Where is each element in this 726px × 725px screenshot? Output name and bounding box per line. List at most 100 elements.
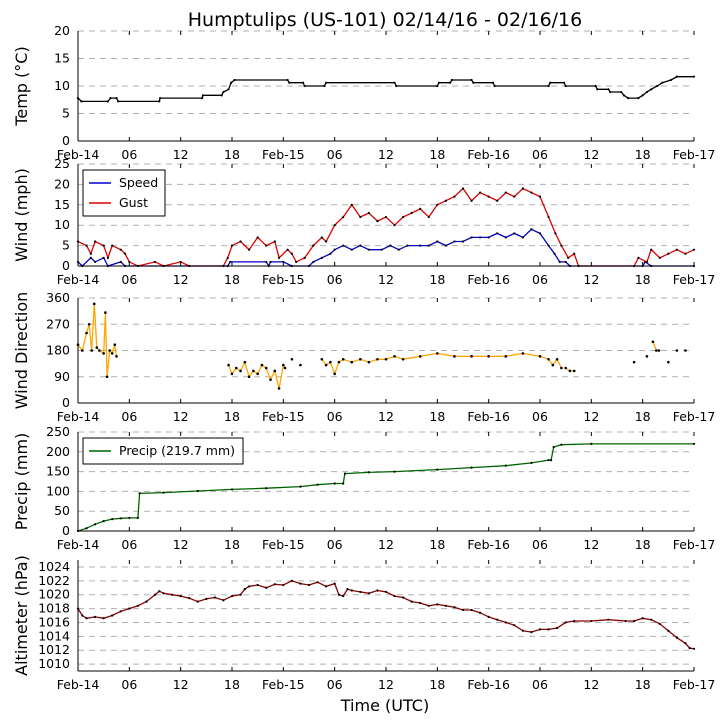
data-point-wind-gust-58 [560,244,563,247]
data-point-winddir-direction-2-8 [367,360,371,364]
data-point-temp-temp-1 [80,100,83,103]
data-point-wind-gust-2 [89,252,92,255]
x-tick-label-precip-12: Feb-17 [673,537,716,552]
x-tick-label-temp-4: Feb-15 [262,147,305,162]
data-point-precip-precip-219-7-mm--9 [162,491,165,494]
data-point-temp-temp-45 [650,88,653,91]
x-tick-label-precip-2: 12 [173,537,189,552]
data-point-wind-gust-49 [487,195,490,198]
data-point-wind-speed-39 [513,232,516,235]
data-point-temp-temp-31 [547,84,550,88]
data-point-altimeter-altimeter-2 [85,617,88,620]
x-tick-label-precip-9: 06 [532,537,548,552]
data-point-altimeter-altimeter-47 [436,603,439,606]
x-tick-label-wind-5: 06 [327,272,343,287]
series-line-temp-temp [77,76,694,103]
data-dot-winddir-direction-3 [675,349,679,352]
data-point-altimeter-altimeter-21 [239,593,242,596]
x-tick-label-winddir-1: 06 [121,409,137,424]
data-point-wind-gust-37 [384,215,388,219]
data-point-wind-speed-33 [461,240,465,243]
data-point-altimeter-altimeter-25 [265,586,268,589]
y-tick-label-winddir-0: 0 [62,395,70,410]
data-point-precip-precip-219-7-mm--19 [393,470,396,473]
data-point-wind-speed-27 [406,244,409,247]
data-point-altimeter-altimeter-38 [359,590,362,594]
y-tick-label-altimeter-5: 1020 [38,587,70,602]
data-point-wind-speed-44 [553,252,556,255]
panel-temp: 0 5 10 15 20 Feb-14 06 12 18 Feb-15 06 12 18 Feb-16 06… [12,23,715,162]
data-point-winddir-direction-1-13 [282,363,285,367]
data-point-precip-precip-219-7-mm--18 [367,471,370,474]
data-point-altimeter-altimeter-49 [453,606,456,609]
data-point-wind-gust-56 [547,215,550,219]
data-point-wind-gust-33 [350,203,353,206]
data-point-temp-temp-36 [596,88,599,91]
x-tick-label-wind-4: Feb-15 [262,272,305,287]
data-point-altimeter-altimeter-20 [230,594,234,598]
data-point-precip-precip-219-7-mm--13 [299,485,302,488]
data-point-winddir-direction-1-4 [243,360,247,364]
y-tick-label-temp-2: 10 [54,78,70,93]
data-point-altimeter-altimeter-14 [179,594,182,598]
data-point-altimeter-altimeter-59 [538,628,542,631]
x-tick-label-precip-4: Feb-15 [262,537,305,552]
data-point-altimeter-altimeter-56 [513,624,516,627]
data-point-precip-precip-219-7-mm--27 [560,443,563,446]
data-point-altimeter-altimeter-73 [684,642,687,645]
data-point-wind-gust-20 [256,236,259,239]
legend-label-wind-0: Speed [119,175,158,190]
data-point-wind-gust-3 [94,240,97,243]
y-tick-label-wind-3: 15 [54,197,70,212]
data-point-wind-gust-19 [248,248,251,251]
data-point-winddir-direction-0-4 [90,349,93,352]
y-tick-label-altimeter-3: 1016 [38,614,70,629]
data-point-wind-gust-25 [290,252,293,255]
x-tick-label-altimeter-0: Feb-14 [57,677,100,692]
data-point-wind-gust-7 [119,248,122,251]
data-point-winddir-direction-2-11 [393,355,396,358]
y-axis-title-winddir: Wind Direction [12,292,31,410]
data-point-altimeter-altimeter-32 [325,585,328,588]
x-tick-label-altimeter-9: 06 [532,677,548,692]
data-point-wind-gust-53 [521,187,524,190]
data-point-wind-speed-42 [538,232,542,235]
x-tick-label-temp-3: 18 [224,147,240,162]
y-axis-title-precip: Precip (mm) [12,433,31,531]
data-point-winddir-direction-1-0 [227,363,230,367]
data-point-wind-speed-46 [564,260,567,264]
data-point-wind-speed-23 [367,248,370,251]
data-point-precip-precip-219-7-mm--21 [470,466,473,469]
data-point-wind-gust-65 [650,248,653,251]
data-point-altimeter-altimeter-41 [384,590,388,594]
data-point-precip-precip-219-7-mm--1 [85,527,88,530]
data-point-wind-gust-31 [333,224,336,227]
data-point-winddir-direction-2-18 [504,355,508,358]
y-tick-label-wind-0: 0 [62,258,70,273]
data-point-wind-gust-40 [410,211,413,215]
data-point-altimeter-altimeter-74 [688,647,691,650]
data-point-wind-gust-13 [179,260,182,264]
data-point-wind-speed-24 [380,248,383,251]
data-point-wind-speed-37 [496,232,499,235]
x-tick-label-wind-6: 12 [378,272,394,287]
data-point-winddir-direction-2-1 [324,363,328,367]
data-point-altimeter-altimeter-27 [282,583,285,587]
data-point-wind-gust-41 [419,207,422,210]
data-point-winddir-direction-2-20 [538,355,542,358]
data-point-winddir-direction-0-7 [98,349,101,352]
data-point-temp-temp-8 [200,97,204,100]
panel-winddir: 0 90 180 270 360 Feb-14 06 12 18 Feb-15 06 12 18 Feb-… [12,290,715,424]
data-point-altimeter-altimeter-36 [346,588,349,591]
x-tick-label-altimeter-10: 12 [583,677,599,692]
legend-label-precip-0: Precip (219.7 mm) [119,443,235,458]
data-point-altimeter-altimeter-26 [273,583,276,586]
data-point-winddir-direction-2-13 [418,355,422,358]
data-point-wind-gust-28 [312,244,315,247]
data-point-wind-speed-6 [119,260,122,264]
data-point-wind-gust-64 [645,260,649,264]
y-tick-label-winddir-3: 270 [46,316,70,331]
data-point-winddir-direction-0-8 [102,352,105,355]
x-tick-label-temp-0: Feb-14 [57,147,100,162]
